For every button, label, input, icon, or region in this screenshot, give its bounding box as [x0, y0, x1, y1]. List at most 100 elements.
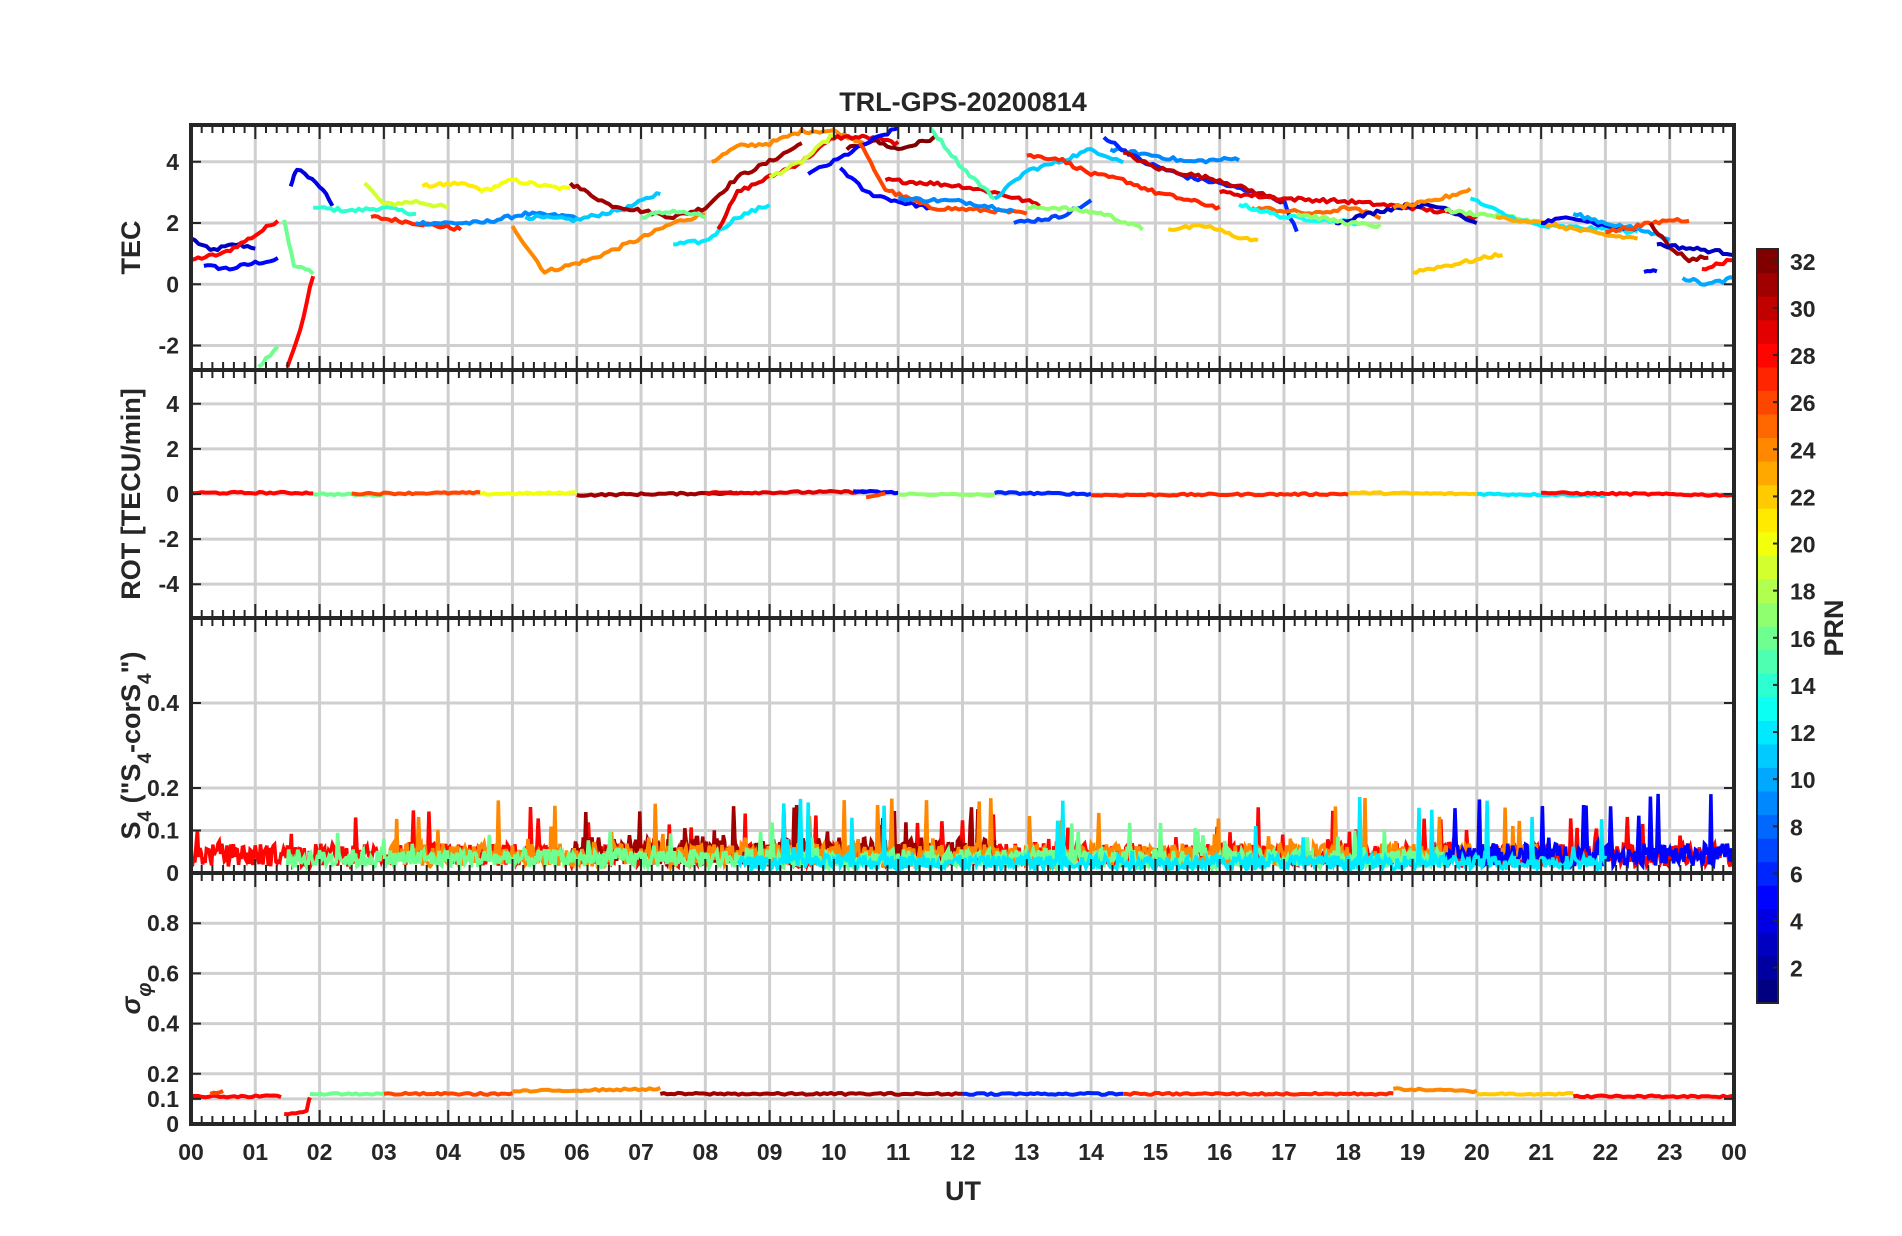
colorbar-swatch	[1757, 319, 1778, 344]
x-tick-label: 22	[1593, 1139, 1619, 1165]
x-tick-label: 09	[757, 1139, 783, 1165]
series-line-prn-20	[479, 490, 578, 497]
colorbar-tick-label: 6	[1790, 861, 1803, 887]
plot-area-tec	[191, 126, 1734, 369]
y-tick-label: -4	[159, 571, 180, 597]
colorbar-tick-label: 2	[1790, 956, 1803, 982]
x-tick-label: 23	[1657, 1139, 1683, 1165]
series-line-prn-24	[512, 1086, 662, 1094]
colorbar-swatch	[1757, 743, 1778, 768]
colorbar-tick-label: 20	[1790, 532, 1816, 558]
s4-trace-prn-12	[736, 796, 1608, 873]
y-tick-label: 0.2	[147, 1061, 179, 1087]
colorbar-label: PRN	[1819, 599, 1849, 656]
x-tick-marks	[190, 873, 1735, 1124]
colorbar-swatch	[1757, 555, 1778, 580]
x-tick-marks	[190, 618, 1735, 873]
y-tick-label: 0.4	[147, 1011, 179, 1037]
x-tick-label: 07	[628, 1139, 654, 1165]
series-line-prn-10	[1572, 211, 1671, 242]
x-tick-label: 05	[500, 1139, 526, 1165]
colorbar-swatch	[1757, 955, 1778, 981]
x-tick-label: 00	[1721, 1139, 1747, 1165]
chart-title: TRL-GPS-20200814	[839, 87, 1087, 117]
colorbar-swatch	[1757, 790, 1778, 816]
colorbar-swatch	[1757, 366, 1778, 391]
series-line-prn-25	[1250, 204, 1382, 221]
series-line-prn-19	[363, 181, 449, 210]
y-tick-label: -2	[159, 333, 179, 359]
x-tick-label: 12	[950, 1139, 976, 1165]
series-line-prn-28	[285, 275, 316, 368]
series-line-prn-24	[711, 127, 868, 164]
colorbar-swatch	[1757, 296, 1778, 321]
x-tick-label: 02	[307, 1139, 333, 1165]
series-line-prn-10	[1681, 275, 1734, 287]
colorbar-swatch	[1757, 979, 1778, 1004]
y-tick-label: 0.1	[147, 1086, 179, 1112]
series-line-prn-16	[309, 1091, 384, 1097]
series-line-prn-22	[1476, 1091, 1574, 1097]
series-line-prn-5	[1643, 268, 1658, 274]
panel-rot: -4 -2 0 2 4 ROT [TECU/min]	[116, 368, 1736, 620]
series-line-prn-27	[1090, 491, 1349, 498]
series-line-prn-3	[1656, 241, 1734, 258]
series-line-prn-28	[1572, 1093, 1734, 1100]
series-line-prn-17	[1295, 212, 1382, 230]
y-tick-label: 0	[166, 860, 179, 886]
colorbar-swatch	[1757, 602, 1778, 627]
series-line-prn-15	[928, 126, 996, 201]
colorbar-swatch	[1757, 343, 1778, 368]
x-tick-label: 17	[1271, 1139, 1297, 1165]
panel-tec: -2 0 2 4 TEC	[116, 123, 1736, 372]
panel-sigma: 00.10.2 0.4 0.6 0.8 σφ	[116, 871, 1736, 1137]
series-line-prn-22	[1348, 490, 1478, 497]
series-line-prn-31	[1648, 221, 1709, 264]
colorbar-tick-label: 30	[1790, 296, 1816, 322]
y-tick-label: 0.2	[147, 775, 179, 801]
x-axis-label: UT	[945, 1176, 981, 1206]
colorbar-tick-label: 14	[1790, 673, 1816, 699]
plot-area-rot	[191, 489, 1734, 500]
series-line-prn-29	[884, 176, 1041, 208]
y-tick-label: 0	[166, 481, 179, 507]
plot-area-sigma	[191, 1086, 1734, 1117]
series-line-prn-28	[1701, 257, 1734, 272]
x-tick-label: 15	[1143, 1139, 1169, 1165]
series-line-prn-16	[282, 219, 315, 276]
series-line-prn-17	[1026, 203, 1144, 232]
colorbar-swatch	[1757, 390, 1778, 415]
colorbar-tick-label: 22	[1790, 484, 1816, 510]
colorbar-swatch	[1757, 272, 1778, 297]
y-axis-label-s4: S4 ("S4-corS4")	[116, 652, 156, 840]
colorbar-tick-label: 26	[1790, 390, 1816, 416]
x-tick-label: 20	[1464, 1139, 1490, 1165]
series-line-prn-5	[853, 489, 899, 496]
y-tick-label: 4	[166, 391, 179, 417]
y-axis-label-sigma: σφ	[116, 983, 156, 1015]
series-line-prn-26	[1605, 217, 1690, 235]
colorbar-swatch	[1757, 673, 1778, 698]
colorbar-tick-label: 10	[1790, 767, 1816, 793]
series-line-prn-27	[1123, 1090, 1394, 1097]
x-tick-label: 06	[564, 1139, 590, 1165]
series-line-prn-28	[191, 1093, 282, 1100]
colorbar-swatch	[1757, 249, 1778, 274]
colorbar-swatch	[1757, 861, 1778, 886]
y-tick-label: 4	[166, 149, 179, 175]
series-line-prn-24	[1392, 186, 1472, 210]
series-line-prn-21	[421, 180, 482, 192]
series-line-prn-6	[994, 490, 1092, 497]
series-line-prn-28	[1540, 490, 1734, 498]
x-tick-marks	[190, 125, 1735, 370]
colorbar-tick-label: 32	[1790, 249, 1816, 275]
x-tick-label: 10	[821, 1139, 847, 1165]
series-line-prn-29	[705, 489, 867, 496]
x-tick-marks	[190, 370, 1735, 618]
series-line-prn-26	[209, 1089, 224, 1096]
series-line-prn-17	[897, 491, 995, 498]
s4-trace-prn-5	[1443, 793, 1734, 872]
y-tick-label: 0.8	[147, 910, 179, 936]
x-tick-label: 03	[371, 1139, 397, 1165]
